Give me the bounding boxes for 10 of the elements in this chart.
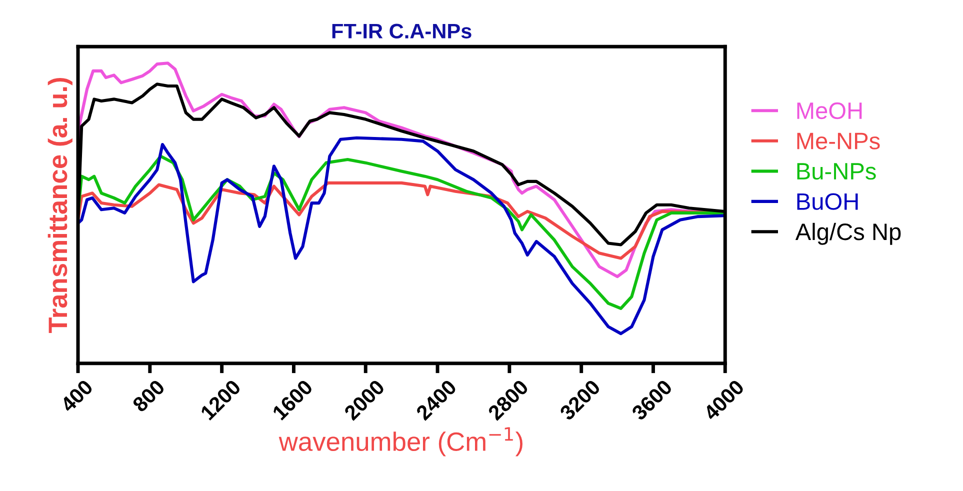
- legend-label: MeOH: [797, 102, 862, 120]
- legend-label: Me-NPs: [797, 132, 880, 150]
- legend-label: Bu-NPs: [797, 163, 876, 180]
- legend-label: BuOH: [797, 193, 858, 210]
- x-tick-label: 400: [59, 378, 94, 414]
- x-axis-title: wavenumber (Cm$^{−1}$): [278, 427, 522, 456]
- x-tick-label: 800: [132, 378, 166, 413]
- chart-title: FT-IR C.A-NPs: [332, 24, 472, 39]
- legend-label: Alg/Cs Np: [795, 222, 901, 245]
- y-axis-title: Transmittance (a. u.): [48, 78, 72, 333]
